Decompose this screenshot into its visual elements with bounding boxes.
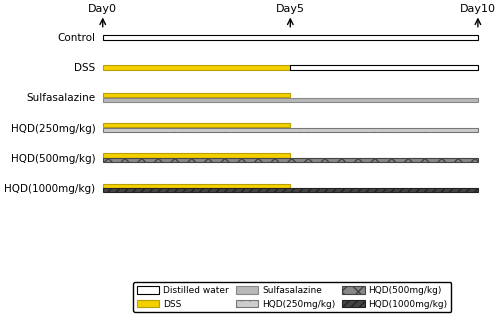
Bar (102, 35, 478, 40)
Bar (102, 184, 290, 188)
Bar (290, 65, 478, 70)
Legend: Distilled water, DSS, Sulfasalazine, HQD(250mg/kg), HQD(500mg/kg), HQD(1000mg/kg: Distilled water, DSS, Sulfasalazine, HQD… (133, 282, 452, 312)
Bar (102, 93, 290, 97)
Text: Day5: Day5 (276, 4, 305, 14)
Text: Day10: Day10 (460, 4, 496, 14)
Bar (102, 65, 290, 70)
Bar (102, 188, 478, 192)
Bar (102, 98, 478, 102)
Bar (102, 158, 478, 162)
Text: Day0: Day0 (88, 4, 117, 14)
Bar (102, 123, 290, 127)
Bar (102, 153, 290, 158)
Bar (102, 128, 478, 132)
